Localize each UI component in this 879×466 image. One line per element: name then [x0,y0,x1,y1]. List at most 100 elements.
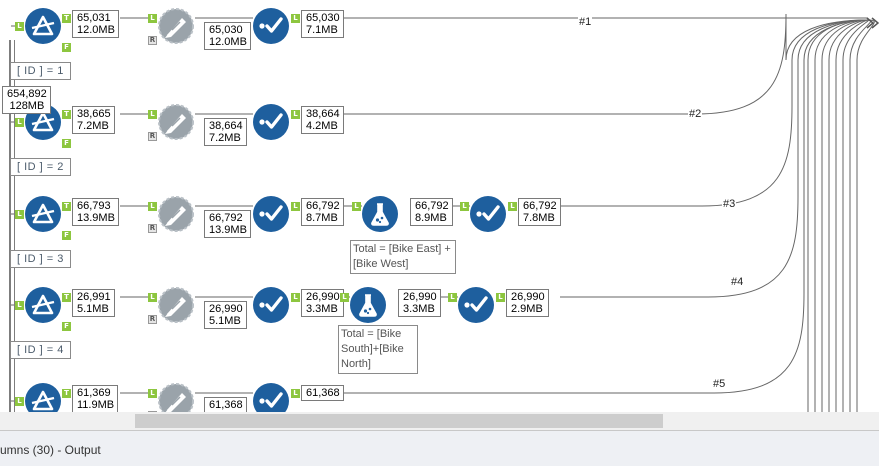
source-record-badge: 654,892 128MB [2,86,51,114]
filter-tool[interactable] [25,8,61,44]
join-right-anchor[interactable]: R [148,224,157,233]
select-icon [253,196,289,232]
join-record-badge: 66,792 13.9MB [204,210,251,238]
badge-record-count: 66,792 [306,200,340,212]
filter-tool[interactable] [25,287,61,323]
filter-input-anchor[interactable]: L [15,210,24,219]
filter-tool[interactable] [25,383,61,412]
select-output-anchor[interactable]: L [291,14,300,23]
select-output-anchor[interactable]: L [508,202,517,211]
select-output-anchor[interactable]: L [496,293,505,302]
badge-record-count: 65,031 [77,12,111,24]
formula-input-anchor[interactable]: L [340,293,349,302]
filter-icon [25,196,61,232]
filter-true-anchor[interactable]: T [62,389,71,398]
select-input-anchor[interactable]: L [460,202,469,211]
join-right-anchor[interactable]: R [148,36,157,45]
formula-tool[interactable] [350,287,386,323]
badge-record-count: 38,664 [306,108,340,120]
filter-record-badge: 65,031 12.0MB [72,10,119,38]
badge-size: 8.9MB [415,212,447,224]
union-input-anchor-icon[interactable] [866,16,879,34]
select-record-badge: 26,990 2.9MB [506,289,549,317]
badge-record-count: 66,792 [523,200,557,212]
workflow-canvas[interactable]: L T F 65,031 12.0MB L R 65,030 12.0MB L 65,030 7.1M… [0,0,879,412]
select-icon [253,104,289,140]
join-tool[interactable] [158,196,194,232]
join-tool[interactable] [158,104,194,140]
join-right-anchor[interactable]: R [148,132,157,141]
badge-record-count: 61,368 [306,387,340,399]
join-left-anchor[interactable]: L [148,14,157,23]
formula-expression-label: Total = [Bike East] +[Bike West] [350,240,456,274]
filter-input-anchor[interactable]: L [15,118,24,127]
badge-record-count: 61,369 [77,387,111,399]
badge-record-count: 38,665 [77,108,111,120]
select-tool[interactable] [458,287,494,323]
select-output-anchor[interactable]: L [291,389,300,398]
badge-record-count: 65,030 [306,12,340,24]
badge-size: 5.1MB [77,303,109,315]
join-record-badge: 65,030 12.0MB [204,22,251,50]
filter-false-anchor[interactable]: F [62,231,71,240]
badge-record-count: 26,990 [306,291,340,303]
filter-false-anchor[interactable]: F [62,43,71,52]
filter-tool[interactable] [25,196,61,232]
select-icon [470,196,506,232]
filter-false-anchor[interactable]: F [62,139,71,148]
join-left-anchor[interactable]: L [148,389,157,398]
filter-true-anchor[interactable]: T [62,110,71,119]
select-icon [253,383,289,412]
join-icon [158,104,194,140]
join-right-anchor[interactable]: R [148,411,157,412]
select-tool[interactable] [253,8,289,44]
select-tool[interactable] [253,287,289,323]
filter-input-anchor[interactable]: L [15,22,24,31]
horizontal-scrollbar[interactable] [0,412,879,430]
filter-false-anchor[interactable]: F [62,322,71,331]
select-tool[interactable] [253,104,289,140]
select-icon [253,287,289,323]
output-panel-header[interactable]: umns (30) - Output [0,430,879,466]
join-record-badge: 26,990 5.1MB [204,301,247,329]
wire-label: #1 [578,16,593,28]
select-tool[interactable] [253,383,289,412]
source-trunk-line [9,40,11,412]
badge-size: 3.3MB [306,303,338,315]
filter-input-anchor[interactable]: L [15,397,24,406]
filter-condition-label: [ ID ] = 3 [10,250,71,268]
select-input-anchor[interactable]: L [448,293,457,302]
badge-size: 7.8MB [523,212,555,224]
wire-label: #4 [730,276,745,288]
filter-true-anchor[interactable]: T [62,14,71,23]
badge-size: 2.9MB [511,303,543,315]
select-tool[interactable] [470,196,506,232]
join-left-anchor[interactable]: L [148,202,157,211]
filter-input-anchor[interactable]: L [15,301,24,310]
join-record-badge: 38,664 7.2MB [204,118,247,146]
join-icon [158,287,194,323]
filter-true-anchor[interactable]: T [62,202,71,211]
badge-record-count: 26,990 [511,291,545,303]
filter-icon [25,8,61,44]
badge-record-count: 66,792 [415,200,449,212]
badge-record-count: 26,991 [77,291,111,303]
filter-true-anchor[interactable]: T [62,293,71,302]
join-tool[interactable] [158,287,194,323]
formula-tool[interactable] [362,196,398,232]
badge-record-count: 26,990 [209,303,243,315]
select-tool[interactable] [253,196,289,232]
badge-record-count: 654,892 [7,88,47,100]
scrollbar-thumb[interactable] [135,414,663,428]
select-output-anchor[interactable]: L [291,202,300,211]
select-output-anchor[interactable]: L [291,110,300,119]
badge-size: 7.1MB [306,24,338,36]
join-right-anchor[interactable]: R [148,315,157,324]
join-tool[interactable] [158,8,194,44]
join-left-anchor[interactable]: L [148,110,157,119]
join-left-anchor[interactable]: L [148,293,157,302]
join-tool[interactable] [158,383,194,412]
formula-input-anchor[interactable]: L [352,202,361,211]
badge-size: 11.9MB [77,399,115,411]
select-output-anchor[interactable]: L [291,293,300,302]
